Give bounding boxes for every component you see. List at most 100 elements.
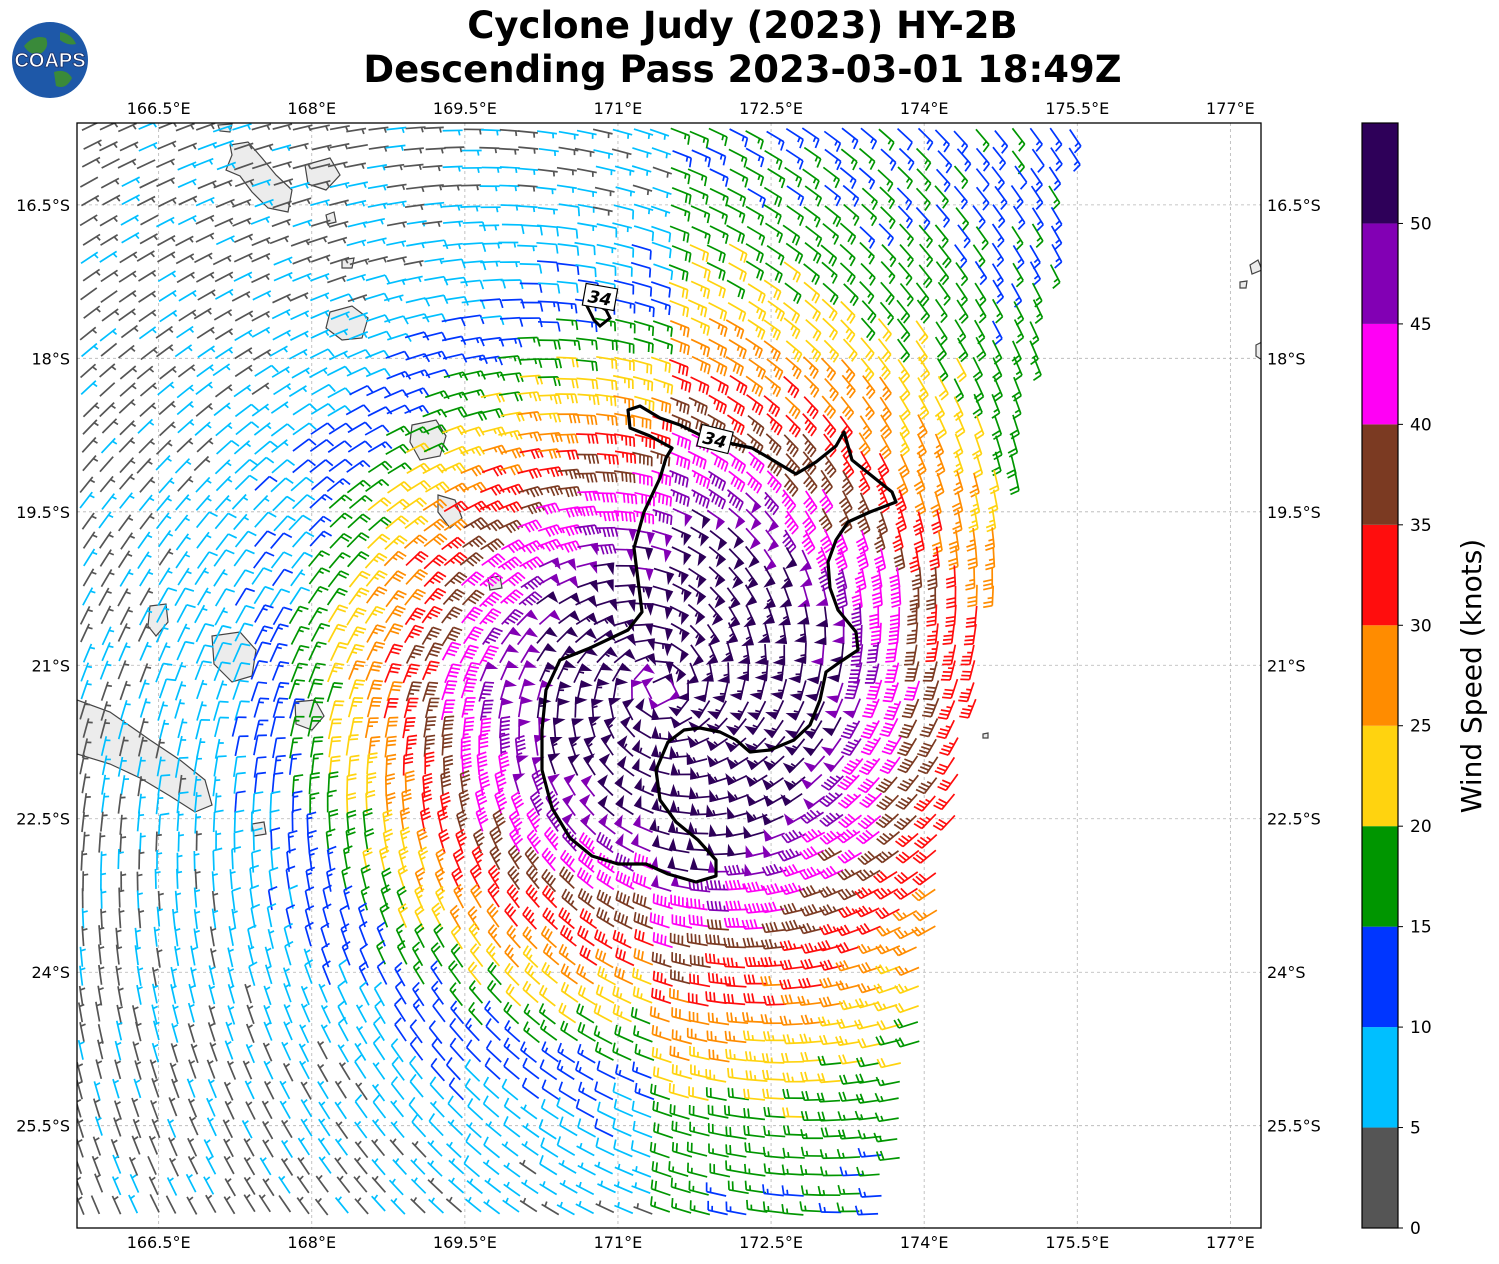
wind-barb bbox=[595, 165, 616, 176]
wind-barb bbox=[81, 123, 99, 132]
wind-barb bbox=[140, 214, 159, 226]
colorbar-tick-label: 45 bbox=[1410, 315, 1432, 335]
wind-barb bbox=[841, 127, 859, 150]
wind-barb bbox=[310, 124, 330, 132]
wind-barb bbox=[689, 130, 710, 149]
wind-barb bbox=[632, 184, 653, 196]
wind-barb bbox=[422, 164, 443, 172]
wind-barb bbox=[631, 165, 652, 176]
wind-barb bbox=[367, 202, 388, 210]
wind-barb bbox=[823, 130, 842, 153]
wind-barb bbox=[558, 146, 579, 156]
wind-barb bbox=[726, 224, 746, 244]
island-small-3 bbox=[1239, 280, 1248, 289]
wind-barb bbox=[786, 185, 805, 207]
wind-barb bbox=[328, 220, 349, 228]
wind-barb bbox=[691, 149, 711, 168]
wind-barb bbox=[670, 204, 691, 222]
wind-barb bbox=[499, 128, 520, 137]
wind-barb bbox=[213, 179, 233, 189]
wind-barb bbox=[955, 207, 970, 231]
wind-barb bbox=[1048, 166, 1062, 191]
wind-barb bbox=[403, 163, 424, 171]
wind-barb bbox=[460, 205, 481, 212]
wind-barb bbox=[726, 204, 746, 224]
wind-barb bbox=[121, 176, 141, 187]
wind-barb bbox=[747, 188, 766, 208]
wind-barb bbox=[745, 205, 765, 226]
wind-barb bbox=[915, 147, 932, 171]
wind-barb bbox=[729, 128, 749, 148]
colorbar-block bbox=[1362, 1127, 1398, 1228]
colorbar-tick-label: 40 bbox=[1410, 415, 1432, 435]
wind-barb bbox=[537, 168, 558, 177]
wind-barb bbox=[385, 144, 406, 151]
wind-barb bbox=[346, 127, 367, 135]
colorbar-block bbox=[1362, 826, 1398, 927]
wind-barb bbox=[347, 143, 368, 150]
wind-barb bbox=[633, 225, 655, 242]
wind-barb bbox=[291, 197, 312, 205]
wind-barb bbox=[347, 221, 368, 228]
wind-barb bbox=[858, 167, 876, 190]
wind-barb bbox=[935, 204, 951, 228]
wind-barb bbox=[709, 225, 729, 244]
wind-barb bbox=[763, 186, 783, 208]
wind-barb bbox=[953, 185, 968, 210]
wind-barb bbox=[766, 130, 785, 151]
wind-barb bbox=[479, 185, 500, 192]
wind-barb bbox=[880, 148, 897, 171]
wind-barb bbox=[709, 187, 729, 207]
wind-barb bbox=[843, 203, 860, 227]
wind-barb bbox=[422, 220, 443, 228]
gridlines bbox=[77, 123, 1261, 1228]
wind-barb bbox=[102, 194, 121, 206]
wind-barb bbox=[994, 130, 1009, 154]
wind-barb bbox=[498, 147, 520, 155]
island-espiritu-santo bbox=[225, 141, 293, 213]
wind-barb bbox=[327, 161, 348, 169]
colorbar-tick-label: 50 bbox=[1410, 214, 1432, 234]
wind-barb bbox=[727, 187, 747, 207]
wind-barb bbox=[878, 128, 895, 151]
wind-barb bbox=[479, 224, 500, 231]
wind-barb bbox=[499, 184, 520, 192]
wind-barb bbox=[442, 220, 464, 227]
wind-barb bbox=[232, 217, 252, 227]
wind-barb bbox=[136, 195, 156, 207]
wind-barb bbox=[839, 167, 857, 190]
colorbar-tick-label: 0 bbox=[1410, 1219, 1421, 1239]
wind-barb bbox=[79, 176, 99, 188]
wind-barb bbox=[915, 206, 931, 231]
colorbar-tick-label: 25 bbox=[1410, 717, 1432, 737]
island-efate bbox=[325, 305, 369, 341]
wind-barb bbox=[310, 179, 331, 187]
wind-barb bbox=[577, 187, 598, 197]
wind-barb bbox=[234, 162, 254, 171]
wind-barb bbox=[556, 184, 577, 193]
wind-barb bbox=[117, 158, 137, 169]
wind-barb bbox=[1049, 127, 1063, 152]
wind-barb bbox=[272, 123, 293, 131]
wind-barb bbox=[250, 216, 271, 225]
wind-barb bbox=[915, 187, 931, 211]
wind-barb bbox=[975, 168, 990, 192]
wind-barb bbox=[953, 165, 969, 190]
colorbar-tick-label: 15 bbox=[1410, 918, 1432, 938]
wind-barb bbox=[558, 203, 581, 217]
wind-barb bbox=[708, 205, 728, 225]
wind-barb bbox=[934, 129, 950, 153]
wind-barb bbox=[386, 221, 407, 228]
wind-barb bbox=[649, 128, 670, 140]
wind-barb bbox=[745, 166, 765, 187]
wind-barb bbox=[935, 168, 951, 193]
wind-barb bbox=[156, 158, 175, 168]
wind-barb bbox=[404, 203, 425, 211]
wind-barb bbox=[880, 206, 896, 230]
wind-barb bbox=[194, 157, 214, 167]
wind-barb bbox=[1030, 185, 1044, 210]
wind-barb bbox=[612, 222, 633, 233]
wind-barb bbox=[254, 198, 274, 208]
logo-text: COAPS bbox=[14, 50, 85, 72]
wind-barb bbox=[953, 130, 969, 154]
